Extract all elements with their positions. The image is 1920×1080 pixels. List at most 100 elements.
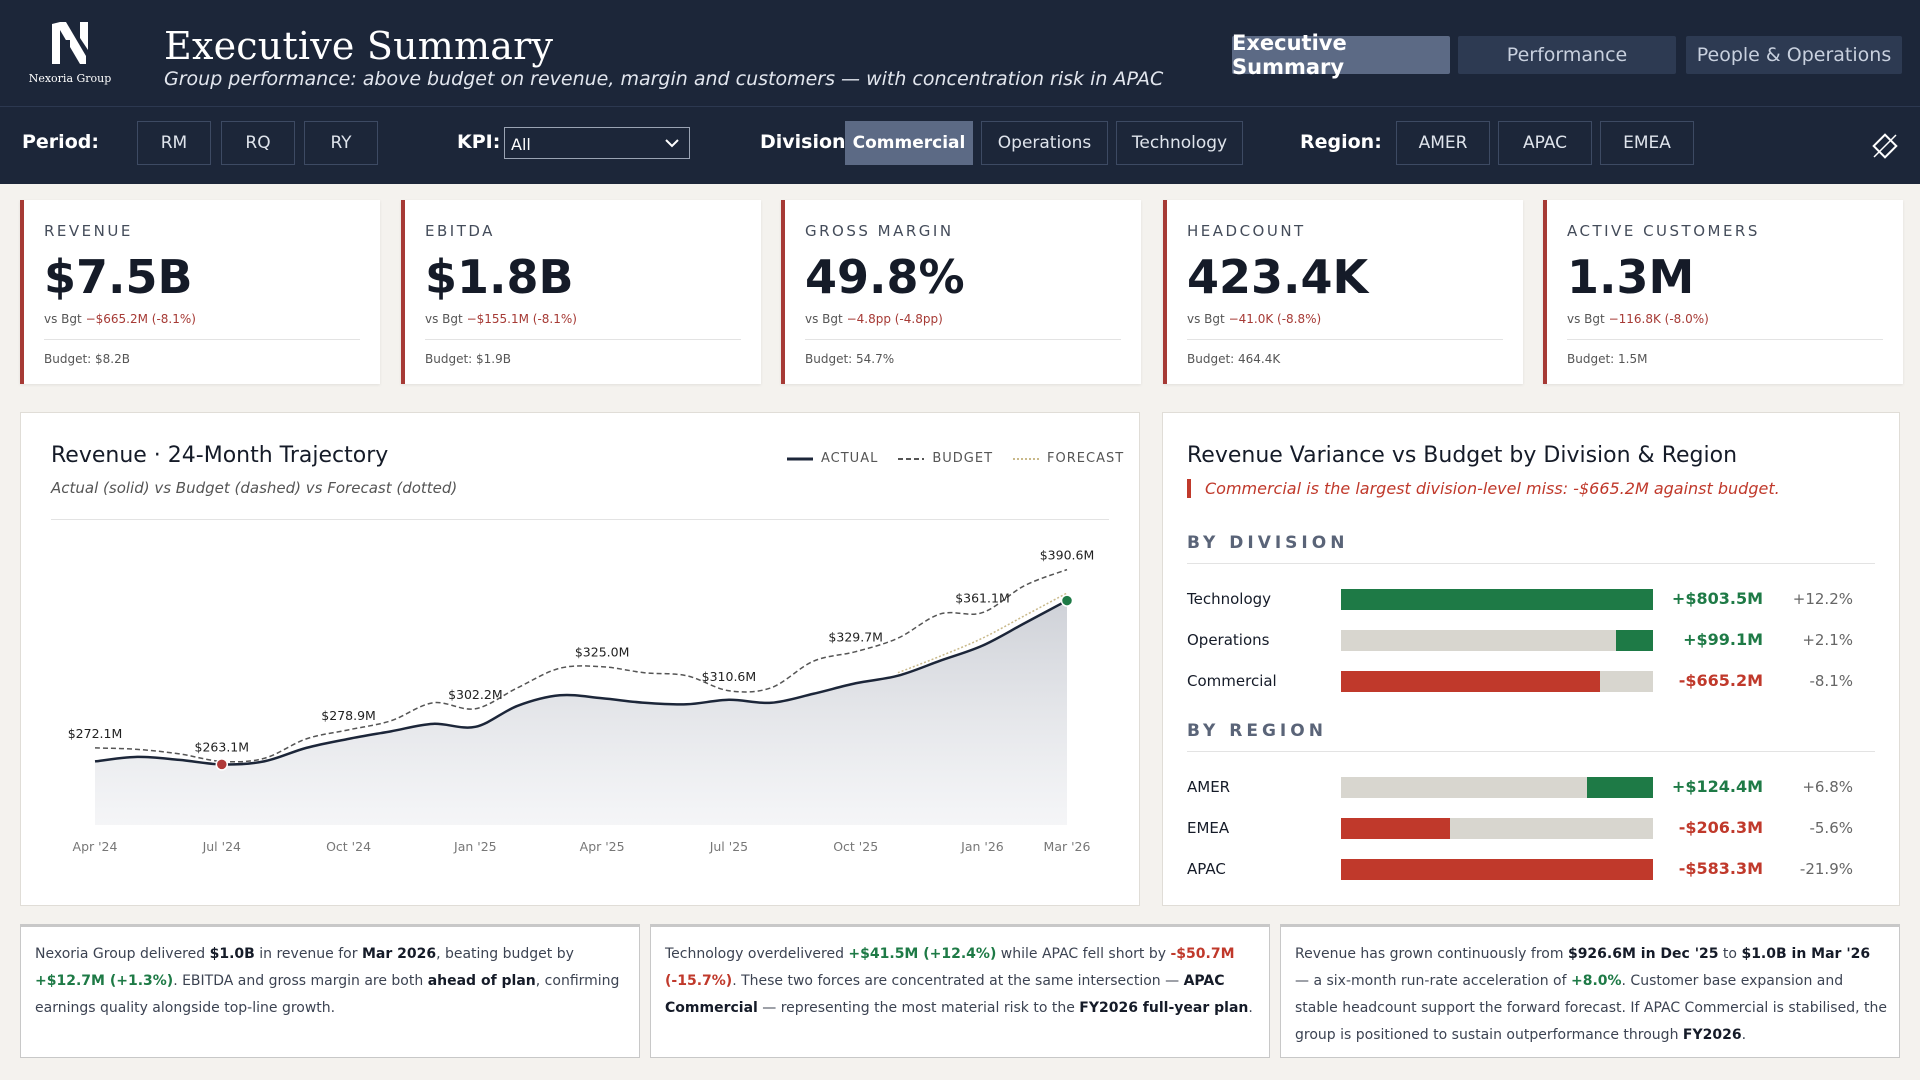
variance-value: -$665.2M	[1678, 671, 1763, 690]
narrative-highlight: FY2026 full-year plan	[1079, 1000, 1249, 1016]
narrative-highlight: $1.0B	[209, 946, 255, 962]
tab-performance[interactable]: Performance	[1458, 36, 1676, 74]
kpi-label: HEADCOUNT	[1187, 222, 1306, 240]
x-tick-label: Jan '25	[453, 839, 497, 854]
narrative-card-outlook: Revenue has grown continuously from $926…	[1280, 924, 1900, 1058]
period-rm-button[interactable]: RM	[137, 121, 211, 165]
division-technology-button[interactable]: Technology	[1116, 121, 1243, 165]
tab-executive-summary[interactable]: Executive Summary	[1232, 31, 1450, 79]
narrative-text: — representing the most material risk to…	[757, 1000, 1080, 1016]
kpi-divider	[425, 339, 741, 340]
kpi-value: $1.8B	[425, 250, 574, 304]
narrative-positive-value: +$41.5M (+12.4%)	[848, 946, 997, 962]
kpi-value: $7.5B	[44, 250, 193, 304]
x-tick-label: Oct '25	[833, 839, 878, 854]
variance-callout: Commercial is the largest division-level…	[1187, 479, 1780, 498]
variance-pct: +2.1%	[1802, 631, 1853, 649]
variance-pct: -5.6%	[1809, 819, 1853, 837]
kpi-variance-value: −$155.1M (-8.1%)	[466, 312, 577, 326]
region-emea-button[interactable]: EMEA	[1600, 121, 1694, 165]
x-tick-label: Jan '26	[960, 839, 1004, 854]
kpi-variance-value: −$665.2M (-8.1%)	[85, 312, 196, 326]
variance-pct: +6.8%	[1802, 778, 1853, 796]
legend-forecast-label: FORECAST	[1047, 451, 1125, 466]
kpi-vs-prefix: vs Bgt	[44, 312, 82, 326]
narrative-text: while APAC fell short by	[996, 946, 1171, 962]
chart-divider	[51, 519, 1109, 520]
data-label: $302.2M	[448, 687, 503, 702]
narrative-highlight: $926.6M in Dec '25	[1567, 946, 1719, 962]
narrative-positive-value: +$12.7M (+1.3%)	[35, 973, 174, 989]
kpi-card-ebitda: EBITDA $1.8B vs Bgt −$155.1M (-8.1%) Bud…	[401, 200, 761, 384]
kpi-card-revenue: REVENUE $7.5B vs Bgt −$665.2M (-8.1%) Bu…	[20, 200, 380, 384]
legend-budget-swatch	[898, 457, 925, 460]
chevron-down-icon	[665, 139, 679, 148]
actual-area	[95, 600, 1067, 825]
division-operations-button[interactable]: Operations	[981, 121, 1108, 165]
kpi-divider	[44, 339, 360, 340]
legend-actual-label: ACTUAL	[821, 451, 879, 466]
region-label: Region:	[1300, 131, 1382, 153]
narrative-text: .	[1741, 1027, 1747, 1043]
revenue-trajectory-panel: Revenue · 24-Month Trajectory Actual (so…	[20, 412, 1140, 906]
kpi-label: GROSS MARGIN	[805, 222, 954, 240]
division-bar-row: Commercial -$665.2M -8.1%	[1187, 669, 1877, 693]
kpi-card-gross-margin: GROSS MARGIN 49.8% vs Bgt −4.8pp (-4.8pp…	[781, 200, 1141, 384]
variance-value: +$99.1M	[1683, 630, 1763, 649]
region-name: AMER	[1187, 778, 1231, 796]
kpi-variance-value: −4.8pp (-4.8pp)	[846, 312, 943, 326]
brand-name: Nexoria Group	[28, 72, 112, 85]
kpi-dropdown-value: All	[511, 135, 531, 154]
region-apac-button[interactable]: APAC	[1498, 121, 1592, 165]
bar-track	[1341, 671, 1653, 692]
kpi-dropdown[interactable]: All	[504, 127, 690, 159]
x-tick-label: Apr '25	[580, 839, 625, 854]
narrative-text: Nexoria Group delivered	[35, 946, 210, 962]
period-ry-button[interactable]: RY	[304, 121, 378, 165]
variance-bar	[1615, 630, 1653, 651]
region-amer-button[interactable]: AMER	[1396, 121, 1490, 165]
kpi-budget: Budget: 1.5M	[1567, 352, 1648, 366]
section-divider	[1187, 751, 1875, 752]
data-label: $329.7M	[828, 630, 883, 645]
data-point-marker	[215, 758, 229, 771]
region-bar-row: APAC -$583.3M -21.9%	[1187, 857, 1877, 881]
clear-filters-icon[interactable]	[1868, 129, 1902, 163]
kpi-variance: vs Bgt −$665.2M (-8.1%)	[44, 312, 196, 326]
variance-title: Revenue Variance vs Budget by Division &…	[1187, 443, 1738, 468]
section-divider	[1187, 563, 1875, 564]
data-label: $390.6M	[1040, 548, 1095, 563]
variance-bar	[1341, 589, 1653, 610]
legend-forecast-swatch	[1013, 457, 1040, 460]
kpi-divider	[805, 339, 1121, 340]
by-region-heading: BY REGION	[1187, 721, 1327, 741]
narrative-text: . These two forces are concentrated at t…	[732, 973, 1184, 989]
data-label: $325.0M	[575, 645, 630, 660]
data-label: $272.1M	[68, 726, 123, 741]
period-label: Period:	[22, 131, 99, 153]
bar-track	[1341, 589, 1653, 610]
tab-people-operations[interactable]: People & Operations	[1686, 36, 1902, 74]
narrative-highlight: APAC Commercial	[665, 973, 1225, 1016]
data-label: $361.1M	[955, 591, 1010, 606]
revenue-line-chart: $272.1M $263.1M $278.9M $302.2M $325.0M $310.…	[68, 548, 1095, 854]
variance-value: -$206.3M	[1678, 818, 1763, 837]
kpi-value: 49.8%	[805, 250, 965, 304]
budget-series-line	[94, 568, 1068, 763]
division-commercial-button[interactable]: Commercial	[845, 121, 973, 165]
kpi-vs-prefix: vs Bgt	[805, 312, 843, 326]
narrative-highlight: ahead of plan	[427, 973, 536, 989]
by-division-heading: BY DIVISION	[1187, 533, 1349, 553]
period-rq-button[interactable]: RQ	[221, 121, 295, 165]
kpi-value: 423.4K	[1187, 250, 1369, 304]
kpi-divider	[1187, 339, 1503, 340]
kpi-card-headcount: HEADCOUNT 423.4K vs Bgt −41.0K (-8.8%) B…	[1163, 200, 1523, 384]
data-point-marker	[1060, 594, 1074, 607]
division-name: Technology	[1187, 590, 1272, 608]
region-name: APAC	[1187, 860, 1226, 878]
narrative-highlight: FY2026	[1682, 1027, 1742, 1043]
bar-track	[1341, 859, 1653, 880]
narrative-text: . EBITDA and gross margin are both	[173, 973, 428, 989]
variance-pct: -8.1%	[1809, 672, 1853, 690]
page-subtitle: Group performance: above budget on reven…	[164, 68, 1164, 90]
